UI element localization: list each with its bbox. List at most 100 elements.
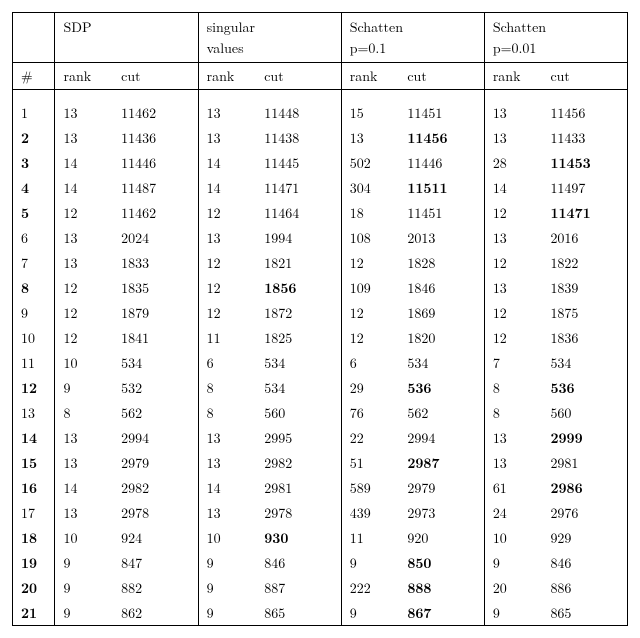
hdr-cut-3: cut [399, 63, 484, 90]
table-cell: 9 [13, 300, 55, 325]
table-cell: 1828 [399, 250, 484, 275]
table-cell: 16 [13, 475, 55, 500]
table-cell: 17 [13, 500, 55, 525]
hdr-rank-2: rank [198, 63, 256, 90]
table-cell: 304 [341, 175, 399, 200]
table-cell: 11453 [542, 150, 627, 175]
table-cell: 12 [341, 250, 399, 275]
table-cell: 2016 [542, 225, 627, 250]
table-cell: 2986 [542, 475, 627, 500]
table-cell: 2 [13, 125, 55, 150]
hdr-sdp-bot [55, 38, 198, 63]
table-cell: 8 [55, 400, 113, 425]
table-cell: 8 [198, 400, 256, 425]
table-cell: 10 [13, 325, 55, 350]
table-cell: 28 [484, 150, 542, 175]
table-cell: 12 [55, 275, 113, 300]
table-cell: 6 [13, 225, 55, 250]
hdr-idx: # [13, 63, 55, 90]
table-cell: 2995 [256, 425, 341, 450]
hdr-sv-top: singular [198, 13, 341, 39]
table-row: 7131833121821121828121822 [13, 250, 628, 275]
header-group-top: SDP singular Schatten Schatten [13, 13, 628, 39]
table-cell: 11 [341, 525, 399, 550]
table-cell: 1839 [542, 275, 627, 300]
table-cell: 13 [55, 425, 113, 450]
table-cell: 9 [484, 550, 542, 575]
table-cell: 2024 [113, 225, 198, 250]
table-cell: 439 [341, 500, 399, 525]
table-cell: 2981 [542, 450, 627, 475]
table-cell: 6 [341, 350, 399, 375]
hdr-sch1-bot: p=0.1 [341, 38, 484, 63]
table-cell: 846 [542, 550, 627, 575]
table-row: 161429821429815892979612986 [13, 475, 628, 500]
table-row: 11311462131144815114511311456 [13, 100, 628, 125]
table-cell: 13 [198, 500, 256, 525]
table-cell: 862 [113, 600, 198, 626]
table-cell: 15 [13, 450, 55, 475]
table-cell: 10 [198, 525, 256, 550]
table-cell: 13 [198, 450, 256, 475]
table-cell: 11451 [399, 200, 484, 225]
table-cell: 12 [55, 300, 113, 325]
table-cell: 13 [55, 125, 113, 150]
results-table: SDP singular Schatten Schatten values p=… [12, 12, 628, 626]
table-cell: 14 [198, 475, 256, 500]
table-row: 1810924109301192010929 [13, 525, 628, 550]
table-cell: 7 [484, 350, 542, 375]
table-cell: 10 [484, 525, 542, 550]
table-cell: 534 [256, 350, 341, 375]
table-cell: 12 [13, 375, 55, 400]
table-cell: 865 [256, 600, 341, 626]
table-cell: 13 [198, 100, 256, 125]
table-cell: 22 [341, 425, 399, 450]
hdr-sch2-top: Schatten [484, 13, 627, 39]
table-cell: 2999 [542, 425, 627, 450]
table-cell: 14 [55, 150, 113, 175]
table-cell: 51 [341, 450, 399, 475]
table-cell: 12 [55, 325, 113, 350]
table-cell: 24 [484, 500, 542, 525]
table-cell: 8 [484, 375, 542, 400]
table-cell: 1836 [542, 325, 627, 350]
table-cell: 13 [55, 100, 113, 125]
table-cell: 109 [341, 275, 399, 300]
table-cell: 534 [399, 350, 484, 375]
table-cell: 920 [399, 525, 484, 550]
table-cell: 13 [484, 275, 542, 300]
table-cell: 886 [542, 575, 627, 600]
table-cell: 12 [484, 250, 542, 275]
table-cell: 12 [484, 200, 542, 225]
hdr-rank-3: rank [341, 63, 399, 90]
table-cell: 8 [13, 275, 55, 300]
table-cell: 847 [113, 550, 198, 575]
table-row: 1385628560765628560 [13, 400, 628, 425]
table-row: 10121841111825121820121836 [13, 325, 628, 350]
table-cell: 536 [399, 375, 484, 400]
table-cell: 108 [341, 225, 399, 250]
table-cell: 13 [484, 425, 542, 450]
table-cell: 1835 [113, 275, 198, 300]
table-cell: 13 [198, 125, 256, 150]
hdr-rank-4: rank [484, 63, 542, 90]
table-cell: 2982 [113, 475, 198, 500]
table-cell: 1822 [542, 250, 627, 275]
table-cell: 1820 [399, 325, 484, 350]
table-row: 15132979132982512987132981 [13, 450, 628, 475]
table-cell: 20 [13, 575, 55, 600]
table-cell: 14 [55, 475, 113, 500]
table-cell: 13 [55, 500, 113, 525]
table-cell: 2979 [399, 475, 484, 500]
table-cell: 2987 [399, 450, 484, 475]
table-cell: 15 [341, 100, 399, 125]
table-cell: 2979 [113, 450, 198, 475]
table-cell: 12 [484, 325, 542, 350]
table-row: 9121879121872121869121875 [13, 300, 628, 325]
table-row: 414114871411471304115111411497 [13, 175, 628, 200]
table-cell: 9 [55, 375, 113, 400]
table-cell: 8 [484, 400, 542, 425]
table-row: 21311436131143813114561311433 [13, 125, 628, 150]
table-cell: 13 [198, 225, 256, 250]
table-cell: 11497 [542, 175, 627, 200]
